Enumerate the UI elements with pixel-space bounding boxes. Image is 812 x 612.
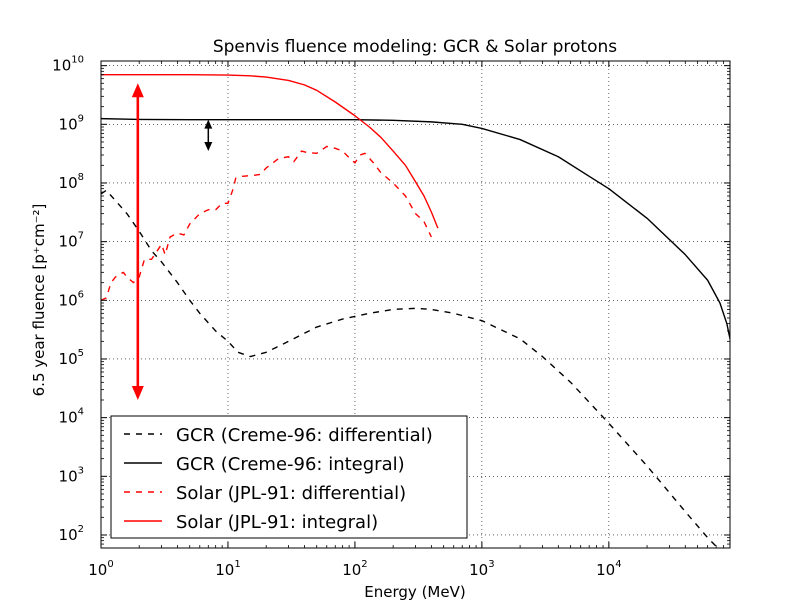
- y-tick-label: 105: [59, 348, 84, 368]
- series-line-3: [101, 145, 432, 301]
- legend-label-3: Solar (JPL-91: differential): [176, 483, 406, 504]
- plot-frame: [100, 60, 731, 549]
- legend-label-1: GCR (Creme-96: differential): [176, 425, 433, 446]
- x-tick-label: 103: [469, 559, 494, 579]
- y-tick-label: 108: [59, 172, 84, 192]
- legend-label-2: GCR (Creme-96: integral): [176, 454, 405, 475]
- series-line-4: [101, 74, 439, 229]
- legend: GCR (Creme-96: differential) GCR (Creme-9…: [110, 415, 468, 539]
- series-line-2: [101, 117, 730, 340]
- annotation-arrow-1: [131, 83, 144, 400]
- series-line-1: [101, 189, 719, 548]
- x-axis-label: Energy (MeV): [364, 583, 465, 601]
- x-tick-label: 102: [342, 559, 367, 579]
- y-tick-label: 103: [59, 465, 84, 485]
- chart-title: Spenvis fluence modeling: GCR & Solar pr…: [213, 37, 617, 57]
- legend-label-4: Solar (JPL-91: integral): [176, 512, 378, 533]
- y-tick-label: 1010: [52, 55, 84, 75]
- legend-box: [110, 415, 468, 539]
- y-tick-label: 104: [59, 407, 84, 427]
- x-tick-label: 100: [88, 559, 113, 579]
- series-layer: [101, 74, 730, 548]
- tick-labels: 100 101 102 103 104 102 103 104 105 106 107 108 109 1…: [52, 55, 621, 579]
- x-tick-label: 101: [215, 559, 240, 579]
- x-tick-label: 104: [596, 559, 621, 579]
- y-tick-label: 106: [59, 289, 84, 309]
- annotation-arrow-2: [204, 119, 213, 152]
- y-tick-label: 107: [59, 231, 84, 251]
- annotation-layer: [131, 83, 213, 400]
- y-tick-label: 109: [59, 113, 84, 133]
- y-tick-label: 102: [59, 524, 84, 544]
- y-axis-label: 6.5 year fluence [p⁺cm⁻²]: [30, 204, 48, 397]
